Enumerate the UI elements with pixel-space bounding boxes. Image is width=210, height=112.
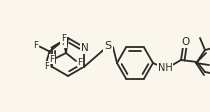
Text: F: F <box>44 62 49 71</box>
Text: N: N <box>81 42 88 53</box>
Text: O: O <box>181 37 189 47</box>
Text: F: F <box>33 41 38 50</box>
Text: F: F <box>61 38 66 47</box>
Text: F: F <box>62 33 67 42</box>
Text: F: F <box>77 57 83 67</box>
Text: S: S <box>104 41 112 51</box>
Text: F: F <box>49 55 55 64</box>
Text: NH: NH <box>158 63 172 73</box>
